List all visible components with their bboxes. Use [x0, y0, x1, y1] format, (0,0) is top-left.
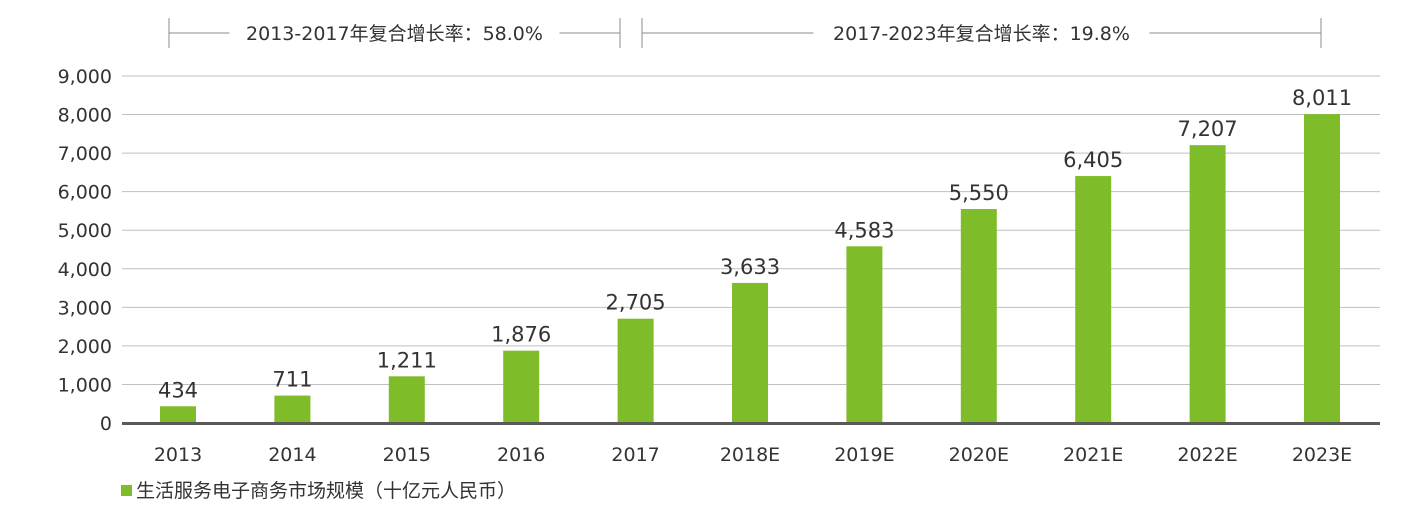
y-tick-label: 3,000: [58, 297, 112, 319]
y-tick-label: 2,000: [58, 336, 112, 358]
legend-label: 生活服务电子商务市场规模（十亿元人民币）: [136, 480, 516, 502]
data-label: 1,876: [491, 323, 551, 347]
x-tick-label: 2018E: [720, 444, 780, 466]
cagr-annotations: 2013-2017年复合增长率：58.0% 2017-2023年复合增长率：19.…: [168, 18, 1322, 48]
bar: [1304, 114, 1340, 424]
x-tick-label: 2013: [154, 444, 202, 466]
x-tick-label: 2015: [383, 444, 431, 466]
x-tick-label: 2023E: [1292, 444, 1352, 466]
bar: [846, 246, 883, 423]
x-tick-label: 2016: [497, 444, 545, 466]
bar: [732, 282, 768, 423]
data-label: 4,583: [834, 218, 894, 242]
data-label: 1,211: [377, 348, 437, 372]
data-label: 7,207: [1178, 117, 1238, 141]
y-tick-label: 7,000: [58, 143, 112, 165]
cagr-label: 2013-2017年复合增长率：58.0%: [246, 23, 543, 45]
bar: [388, 376, 425, 423]
data-label: 3,633: [720, 255, 780, 279]
bar: [960, 209, 997, 423]
legend-item: 生活服务电子商务市场规模（十亿元人民币）: [121, 480, 516, 502]
gridlines: [122, 75, 1380, 385]
data-label: 711: [272, 368, 312, 392]
y-tick-label: 8,000: [58, 105, 112, 127]
bar: [503, 350, 540, 423]
y-tick-label: 6,000: [58, 182, 112, 204]
data-label: 8,011: [1292, 86, 1352, 110]
bar: [1075, 176, 1112, 423]
x-tick-label: 2019E: [834, 444, 894, 466]
bar: [1189, 145, 1226, 423]
y-tick-label: 1,000: [58, 374, 112, 396]
cagr-label: 2017-2023年复合增长率：19.8%: [833, 23, 1130, 45]
bar: [160, 406, 196, 423]
x-tick-label: 2020E: [949, 444, 1009, 466]
data-label: 2,705: [606, 291, 666, 315]
y-tick-label: 0: [100, 413, 112, 435]
data-label: 434: [158, 378, 198, 402]
bar: [617, 318, 654, 423]
legend-swatch: [121, 485, 132, 496]
bar: [274, 395, 311, 423]
data-labels: 434 711 1,211 1,876 2,705 3,633 4,583 5,550 6,40…: [158, 86, 1352, 402]
y-tick-label: 5,000: [58, 220, 112, 242]
cagr-bracket: 2013-2017年复合增长率：58.0%: [168, 18, 621, 48]
legend: 生活服务电子商务市场规模（十亿元人民币）: [121, 480, 516, 502]
x-tick-label: 2014: [268, 444, 316, 466]
y-tick-label: 9,000: [58, 66, 112, 88]
x-tick-label: 2021E: [1063, 444, 1123, 466]
data-label: 6,405: [1063, 148, 1123, 172]
x-tick-label: 2022E: [1177, 444, 1237, 466]
axes: 0 1,000 2,000 3,000 4,000 5,000 6,000 7,000 8,00…: [58, 66, 1380, 466]
data-label: 5,550: [949, 181, 1009, 205]
bars: [160, 114, 1340, 424]
x-tick-label: 2017: [611, 444, 659, 466]
cagr-bracket: 2017-2023年复合增长率：19.8%: [641, 18, 1322, 48]
y-tick-label: 4,000: [58, 259, 112, 281]
